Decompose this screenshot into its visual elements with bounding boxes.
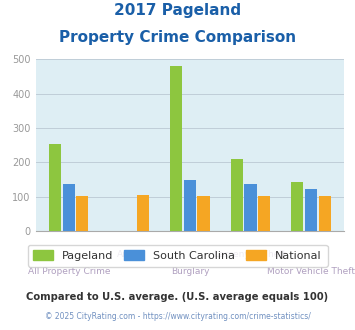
Legend: Pageland, South Carolina, National: Pageland, South Carolina, National bbox=[27, 245, 328, 267]
Bar bbox=[184, 180, 196, 231]
Bar bbox=[245, 184, 257, 231]
Bar bbox=[137, 195, 149, 231]
Bar bbox=[231, 159, 243, 231]
Text: Larceny & Theft: Larceny & Theft bbox=[214, 250, 286, 259]
Text: Motor Vehicle Theft: Motor Vehicle Theft bbox=[267, 267, 355, 276]
Text: Arson: Arson bbox=[116, 250, 142, 259]
Text: 2017 Pageland: 2017 Pageland bbox=[114, 3, 241, 18]
Bar bbox=[170, 66, 182, 231]
Bar bbox=[197, 196, 209, 231]
Text: Property Crime Comparison: Property Crime Comparison bbox=[59, 30, 296, 45]
Text: All Property Crime: All Property Crime bbox=[28, 267, 110, 276]
Bar bbox=[305, 189, 317, 231]
Bar bbox=[319, 196, 331, 231]
Text: Compared to U.S. average. (U.S. average equals 100): Compared to U.S. average. (U.S. average … bbox=[26, 292, 329, 302]
Bar bbox=[63, 184, 75, 231]
Bar bbox=[49, 144, 61, 231]
Bar bbox=[291, 182, 304, 231]
Text: Burglary: Burglary bbox=[171, 267, 209, 276]
Text: © 2025 CityRating.com - https://www.cityrating.com/crime-statistics/: © 2025 CityRating.com - https://www.city… bbox=[45, 312, 310, 321]
Bar bbox=[258, 196, 270, 231]
Bar bbox=[76, 196, 88, 231]
